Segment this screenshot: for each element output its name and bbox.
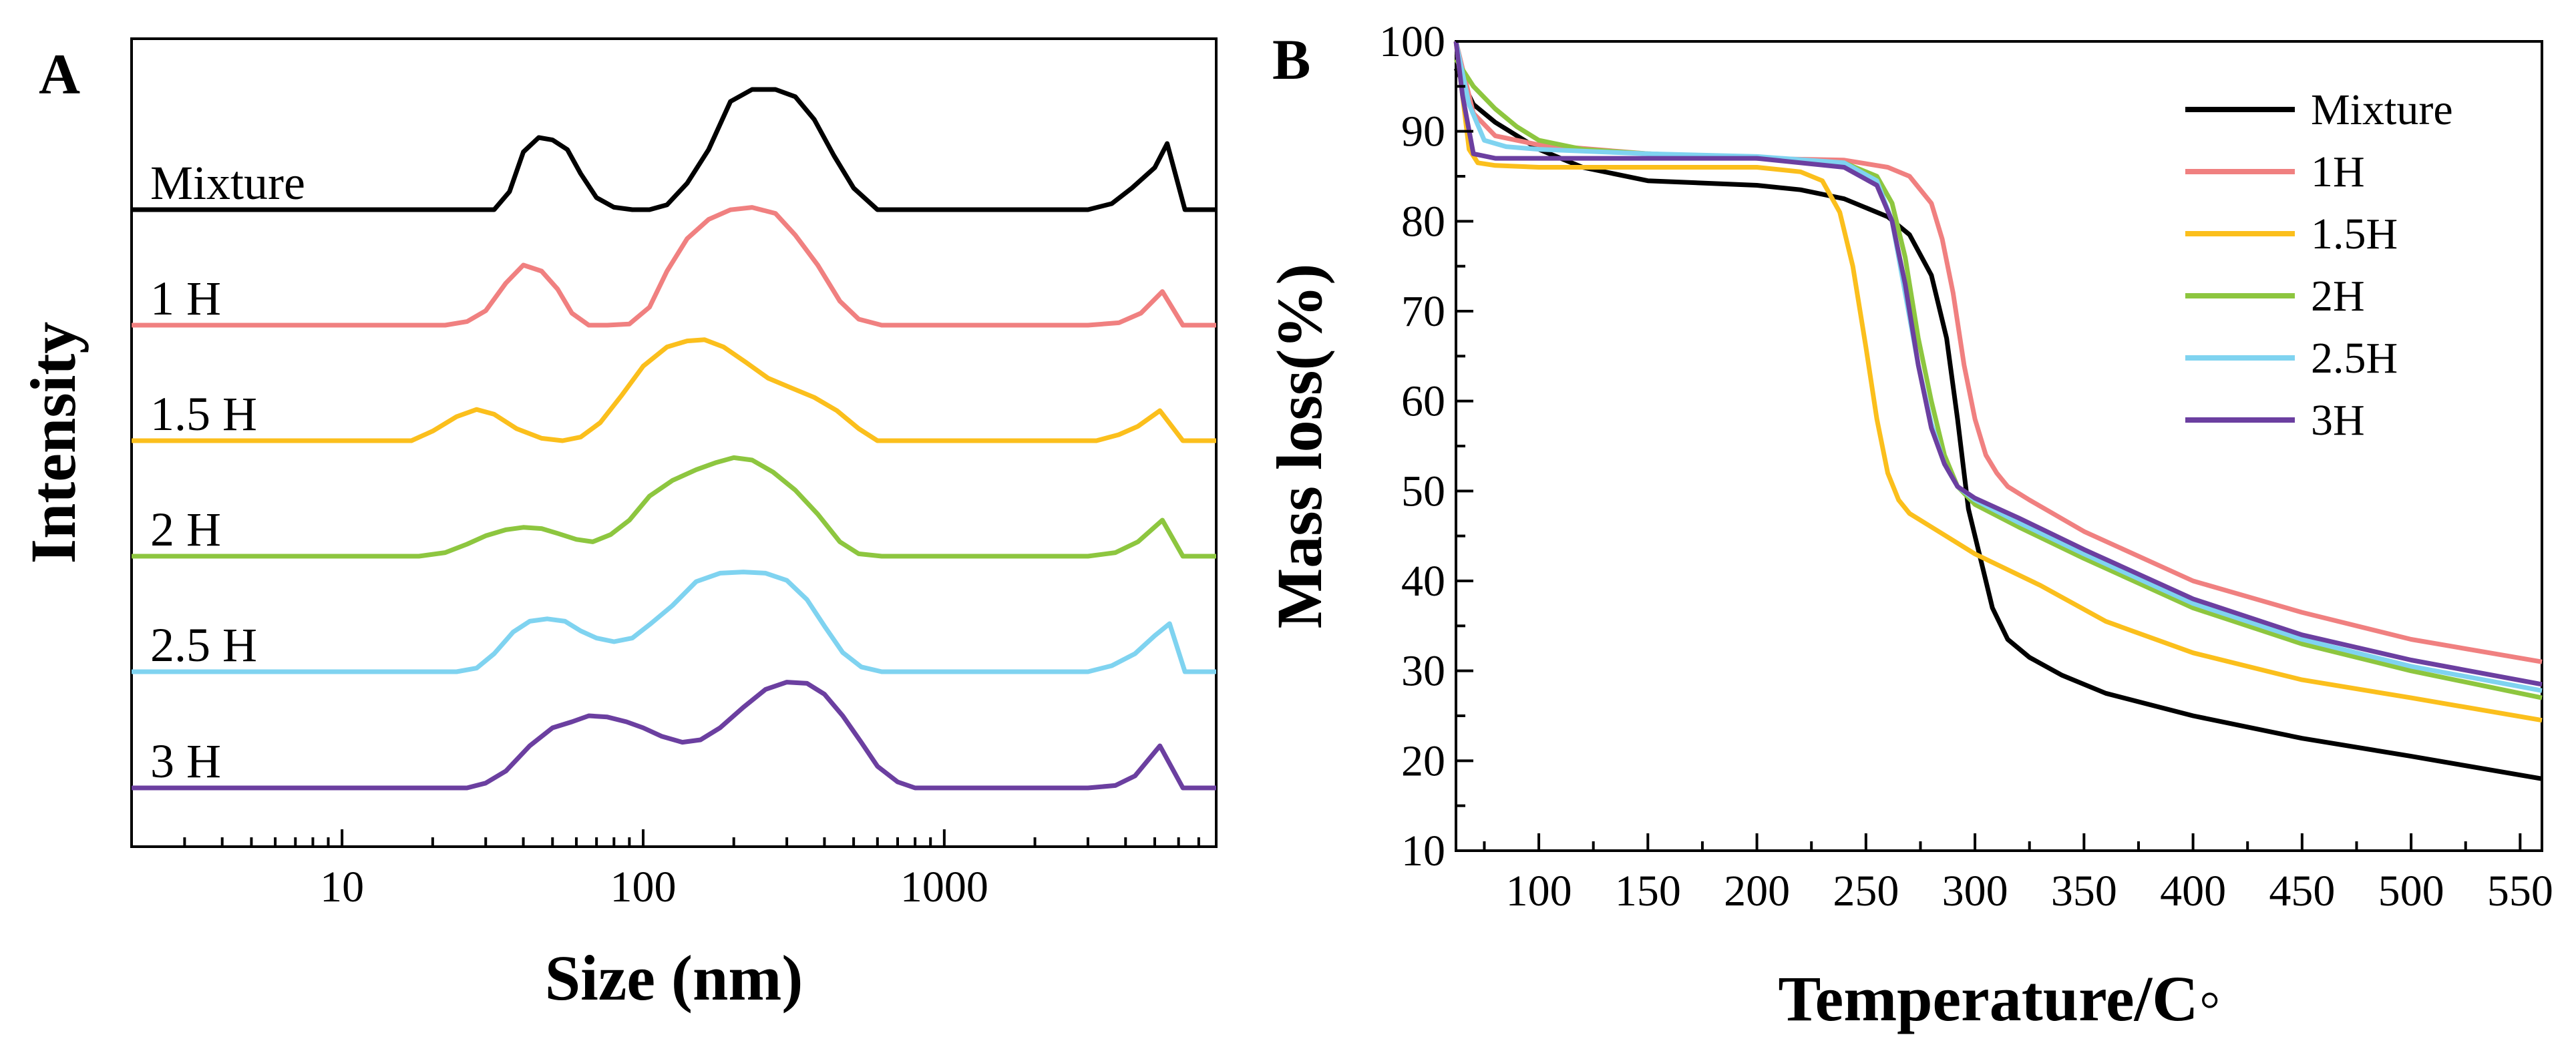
legend-label-mixture: Mixture (2311, 85, 2453, 134)
x-tick-label: 150 (1615, 867, 1681, 915)
y-tick-label: 80 (1401, 197, 1445, 246)
panel-b-y-tick-labels: 10 20 30 40 50 60 70 80 90 100 (1379, 17, 1445, 875)
x-tick-label: 100 (1506, 867, 1572, 915)
panel-b-tga: B 100 150 200 250 300 350 400 450 500 550 10 20 30 4… (1264, 17, 2553, 1034)
panel-a-x-ticks (130, 829, 1218, 847)
y-tick-label: 100 (1379, 17, 1445, 66)
series-line-3-h (132, 680, 1216, 791)
series-line-mixture (132, 87, 1216, 212)
panel-a-x-axis-title: Size (nm) (545, 942, 803, 1014)
series-label-1-5-h: 1.5 H (150, 387, 257, 441)
panel-a-x-tick-labels: 10 100 1000 (320, 863, 988, 911)
x-tick-label: 400 (2160, 867, 2226, 915)
x-tick-label: 500 (2378, 867, 2444, 915)
legend-label-2h: 2H (2311, 272, 2365, 321)
x-tick-label: 300 (1942, 867, 2008, 915)
x-tick-label: 10 (320, 863, 364, 911)
y-tick-label: 60 (1401, 377, 1445, 426)
series-line-mixture (1453, 67, 2543, 781)
x-tick-label: 100 (610, 863, 676, 911)
series-label-3-h: 3 H (150, 734, 221, 788)
series-line-2h (1454, 58, 2543, 700)
panel-a-size-distribution: A Mixture 1 H 1.5 H 2 H 2.5 H 3 H 10 100 1000 S… (17, 37, 1218, 1014)
y-tick-label: 10 (1401, 827, 1445, 875)
y-tick-label: 70 (1401, 287, 1445, 336)
panel-a-y-axis-title: Intensity (17, 322, 89, 564)
series-label-2-h: 2 H (150, 503, 221, 556)
panel-b-x-axis-title: Temperature/C◦ (1778, 963, 2221, 1034)
y-tick-label: 90 (1401, 108, 1445, 156)
series-label-2-5-h: 2.5 H (150, 618, 257, 672)
series-line-1-5-h (132, 337, 1216, 443)
y-tick-label: 30 (1401, 647, 1445, 696)
series-line-1-h (132, 205, 1216, 328)
x-tick-label: 1000 (900, 863, 988, 911)
legend-label-2-5h: 2.5H (2311, 334, 2398, 383)
panel-a-series-labels: Mixture 1 H 1.5 H 2 H 2.5 H 3 H (150, 156, 305, 788)
x-tick-label: 350 (2051, 867, 2117, 915)
series-line-2-5-h (132, 570, 1216, 674)
y-tick-label: 20 (1401, 736, 1445, 785)
legend-label-3h: 3H (2311, 396, 2365, 445)
legend-label-1h: 1H (2311, 148, 2365, 196)
panel-b-frame (1455, 40, 2543, 852)
series-label-1-h: 1 H (150, 272, 221, 325)
x-tick-label: 550 (2487, 867, 2553, 915)
x-tick-label: 250 (1833, 867, 1899, 915)
panel-b-letter: B (1272, 27, 1310, 91)
panel-b-x-tick-labels: 100 150 200 250 300 350 400 450 500 550 (1506, 867, 2553, 915)
series-label-mixture: Mixture (150, 156, 305, 210)
panel-b-ticks (1456, 40, 2522, 852)
series-line-2-h (132, 455, 1216, 559)
y-tick-label: 50 (1401, 467, 1445, 515)
panel-a-curves (132, 87, 1216, 791)
panel-b-y-axis-title: Mass loss(%) (1264, 264, 1335, 629)
panel-b-legend: Mixture 1H 1.5H 2H 2.5H 3H (2185, 85, 2453, 445)
x-tick-label: 200 (1724, 867, 1790, 915)
legend-label-1-5h: 1.5H (2311, 210, 2398, 258)
panel-a-letter: A (39, 42, 80, 106)
series-line-3h (1453, 41, 2543, 687)
series-line-1-5h (1453, 41, 2543, 723)
panel-b-curves (1453, 41, 2543, 781)
y-tick-label: 40 (1401, 557, 1445, 606)
series-line-1h (1453, 41, 2543, 664)
x-tick-label: 450 (2269, 867, 2335, 915)
